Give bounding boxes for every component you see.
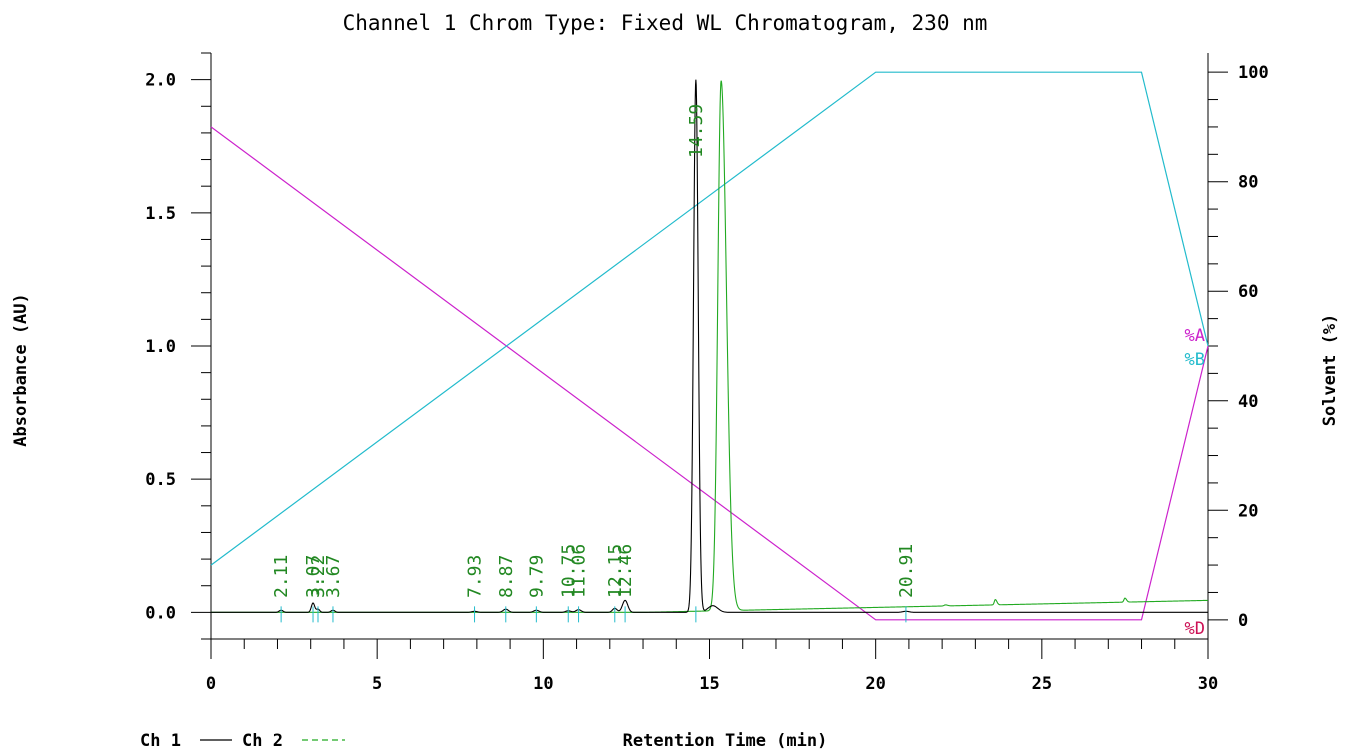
peak-label: 11.06 — [569, 544, 590, 598]
peak-label: 2.11 — [271, 555, 292, 598]
chromatogram-traces — [211, 79, 1208, 613]
trace-ch2 — [211, 80, 1208, 613]
gradient-label: %A — [1185, 326, 1205, 346]
peak-label: 12.46 — [615, 544, 636, 598]
x-tick-label: 30 — [1198, 674, 1218, 694]
peak-label: 10.75 — [558, 544, 579, 598]
legend-label-ch2: Ch 2 — [242, 731, 283, 751]
peak-label: 8.87 — [496, 555, 517, 598]
x-tick-label: 20 — [865, 674, 885, 694]
x-tick-label: 5 — [372, 674, 382, 694]
y-tick-label: 2.0 — [145, 71, 176, 91]
y-tick-label: 0.5 — [145, 470, 176, 490]
y-tick-label: 0.0 — [145, 603, 176, 623]
gradient-labels: %A %B %D — [1185, 326, 1205, 639]
gradient-line-pct-B — [210, 71, 1209, 566]
x-tick-label: 15 — [699, 674, 719, 694]
gradient-label: %B — [1185, 350, 1205, 370]
y2-tick-label: 40 — [1238, 392, 1258, 412]
y-axis-label: Absorbance (AU) — [11, 293, 31, 447]
peak-label: 3.67 — [323, 555, 344, 598]
legend: Ch 1 Ch 2 — [140, 731, 345, 751]
y-tick-label: 1.0 — [145, 337, 176, 357]
peak-label: 20.91 — [896, 544, 917, 598]
x-tick-label: 25 — [1032, 674, 1052, 694]
legend-label-ch1: Ch 1 — [140, 731, 181, 751]
y2-tick-label: 0 — [1238, 611, 1248, 631]
gradient-label: %D — [1185, 619, 1205, 639]
y2-tick-label: 60 — [1238, 282, 1258, 302]
peak-label: 12.15 — [605, 544, 626, 598]
y2-axis-label: Solvent (%) — [1320, 314, 1340, 427]
peak-label: 3.07 — [303, 555, 324, 598]
x-tick-label: 0 — [206, 674, 216, 694]
axes: 0 5 10 15 20 25 30 0.0 0.5 1.0 1.5 2.0 0 20 40 60 80 100 — [145, 52, 1269, 694]
gradient-line-pct-A — [210, 126, 1209, 621]
x-axis-label: Retention Time (min) — [623, 731, 828, 751]
peak-label: 14.59 — [686, 104, 707, 158]
peak-label: 3.22 — [308, 555, 329, 598]
y2-tick-label: 80 — [1238, 173, 1258, 193]
peak-label: 7.93 — [465, 555, 486, 598]
y-tick-label: 1.5 — [145, 204, 176, 224]
y2-tick-label: 100 — [1238, 63, 1269, 83]
solvent-gradient-lines — [210, 71, 1209, 621]
y2-tick-label: 20 — [1238, 501, 1258, 521]
x-tick-label: 10 — [533, 674, 553, 694]
trace-ch1 — [211, 79, 1208, 613]
peak-label: 9.79 — [526, 555, 547, 598]
chart-title: Channel 1 Chrom Type: Fixed WL Chromatog… — [343, 11, 988, 35]
